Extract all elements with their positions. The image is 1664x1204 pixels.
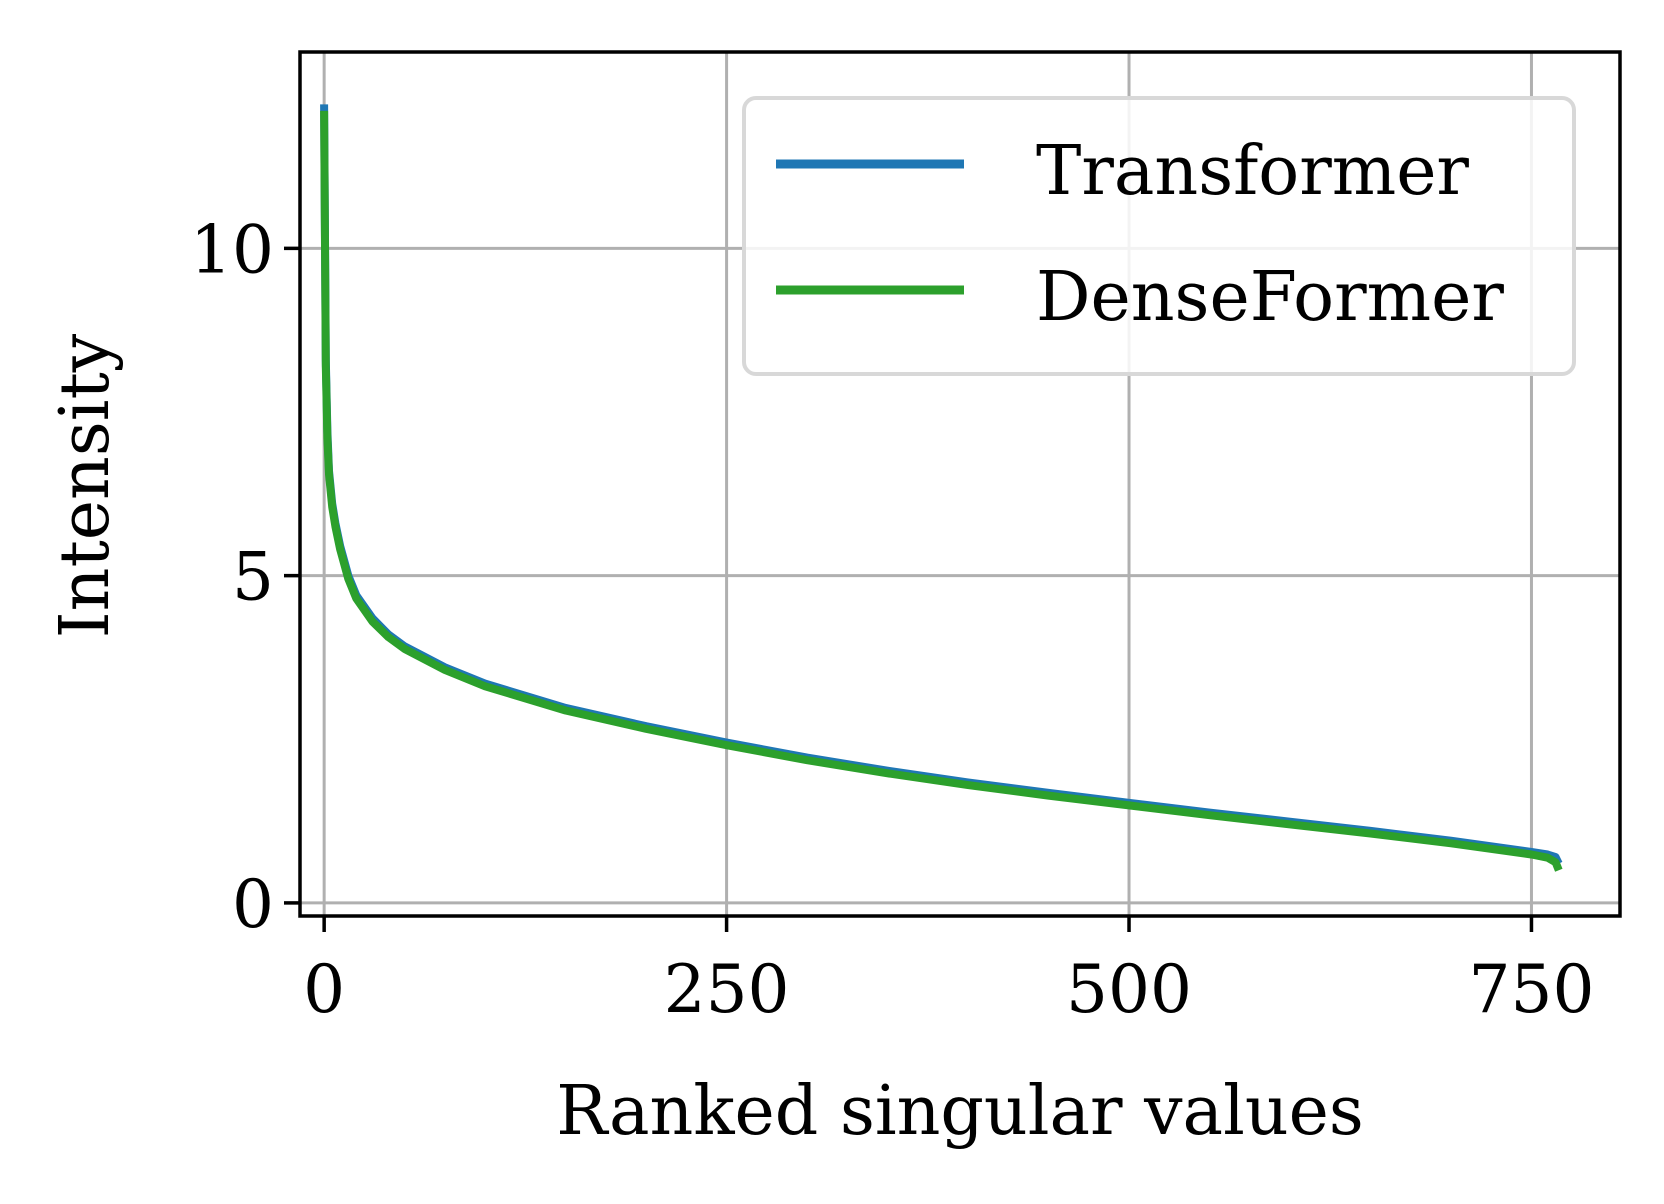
- ticks: 0 250 500 750 0 5 10: [190, 211, 1594, 1028]
- x-tick-label: 250: [664, 951, 790, 1028]
- legend-label-transformer: Transformer: [1036, 132, 1469, 211]
- y-tick-label: 0: [232, 866, 274, 943]
- x-axis-label: Ranked singular values: [556, 1072, 1364, 1151]
- x-tick-label: 0: [303, 951, 345, 1028]
- series-layer: [320, 104, 1563, 872]
- y-axis-label: Intensity: [46, 333, 125, 638]
- legend-label-denseformer: DenseFormer: [1036, 258, 1504, 337]
- x-tick-label: 750: [1468, 951, 1594, 1028]
- series-line-denseformer: [320, 110, 1563, 872]
- y-tick-label: 5: [232, 539, 274, 616]
- plot-frame: [298, 50, 1622, 918]
- x-tick-label: 500: [1066, 951, 1192, 1028]
- y-tick-label: 10: [190, 211, 274, 288]
- legend: Transformer DenseFormer: [742, 96, 1576, 376]
